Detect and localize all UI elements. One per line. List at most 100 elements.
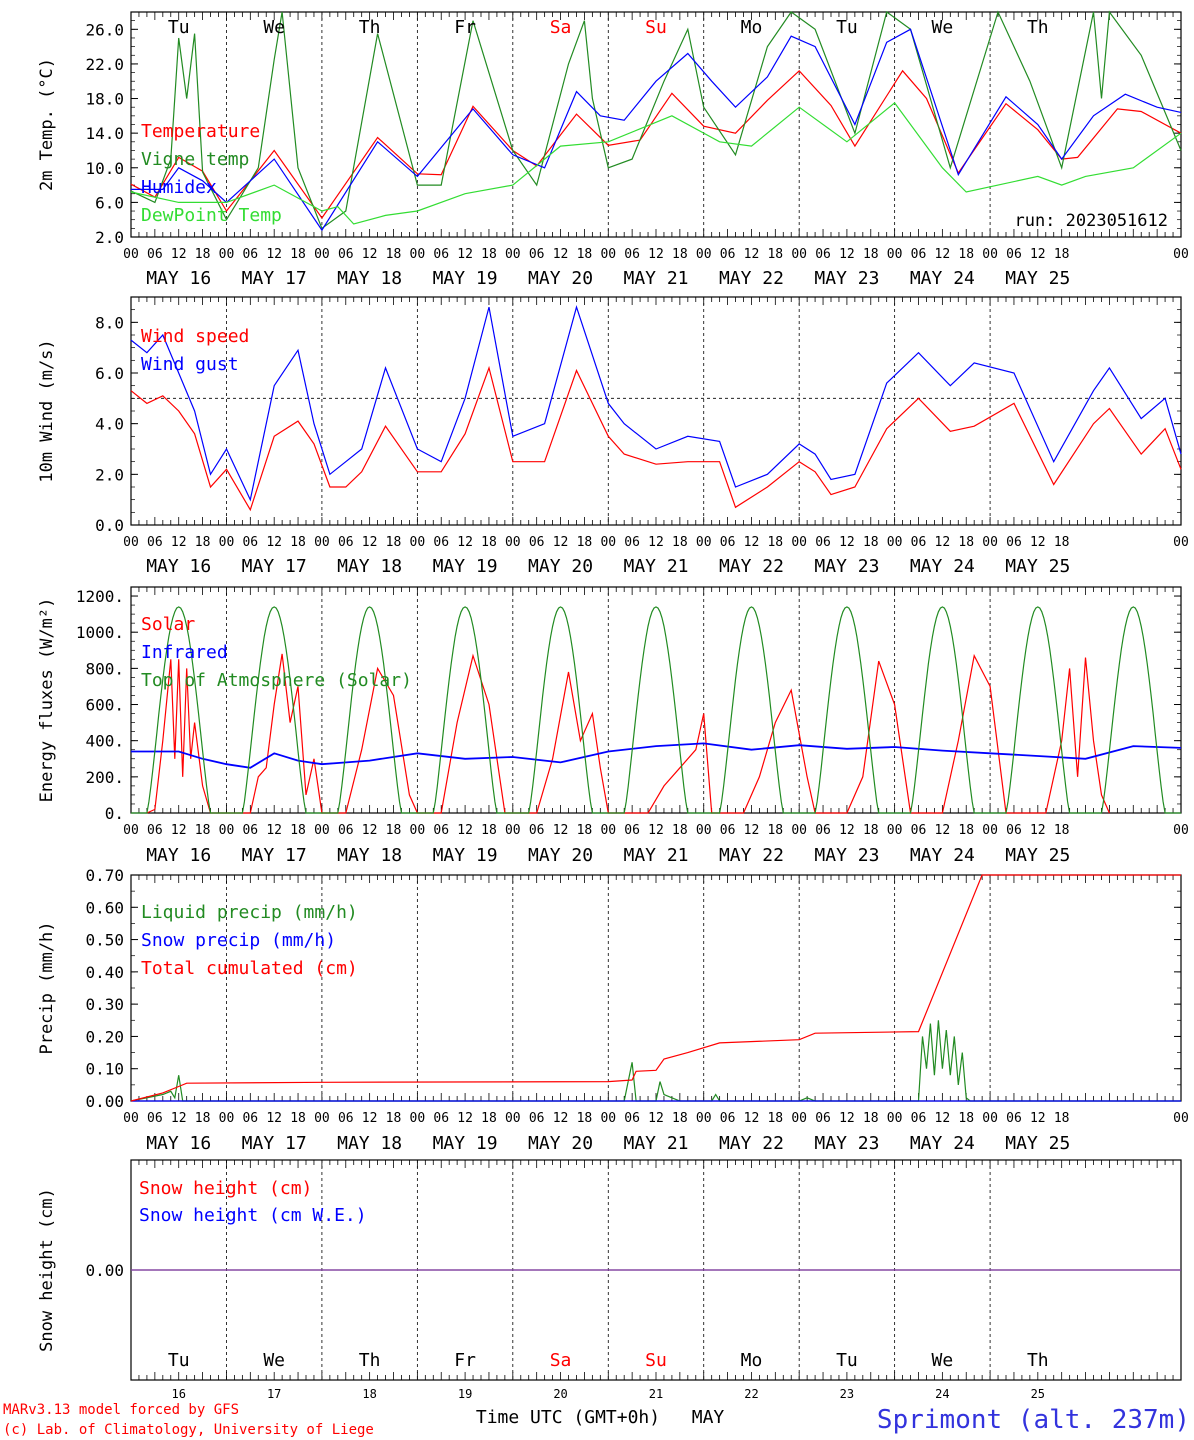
x-tick-label: 00 [696, 823, 712, 838]
x-tick-label: 00 [410, 247, 426, 262]
x-tick-label: 12 [839, 823, 855, 838]
x-tick-label: 06 [911, 535, 927, 550]
x-tick-label: 18 [481, 535, 497, 550]
date-label: MAY 23 [814, 556, 879, 577]
x-tick-label: 00 [314, 247, 330, 262]
date-label: MAY 18 [337, 845, 402, 866]
x-tick-label: 00 [600, 823, 616, 838]
legend-entry: Wind speed [141, 326, 249, 347]
x-tick-label: 00 [505, 823, 521, 838]
x-tick-label: 18 [577, 823, 593, 838]
x-tick-label: 06 [433, 535, 449, 550]
x-tick-label: 18 [577, 1111, 593, 1126]
date-label: MAY 22 [719, 1133, 784, 1154]
x-tick-label: 12 [553, 823, 569, 838]
x-tick-label: 12 [266, 823, 282, 838]
x-tick-label: 00 [1173, 1111, 1189, 1126]
x-tick-label: 18 [290, 247, 306, 262]
panel-2: 10m Wind (m/s) 0.0 2.0 4.0 6.0 8.0 Wind speed W… [37, 296, 1189, 577]
x-tick-label: 06 [433, 247, 449, 262]
x-tick-label: 12 [744, 535, 760, 550]
x-tick-label: 12 [839, 535, 855, 550]
legend-entry: Total cumulated (cm) [141, 958, 358, 979]
y-tick-label: 14.0 [85, 124, 124, 143]
month-label: MAY [692, 1407, 725, 1428]
x-tick-label: 18 [290, 535, 306, 550]
legend-entry: Infrared [141, 642, 228, 663]
date-label: MAY 21 [623, 845, 688, 866]
x-tick-label: 00 [600, 247, 616, 262]
x-tick-label: 12 [362, 535, 378, 550]
x-tick-label: 06 [815, 1111, 831, 1126]
x-tick-label: 12 [1030, 823, 1046, 838]
day-number: 19 [458, 1387, 472, 1401]
day-name-top: Sa [550, 17, 572, 38]
x-tick-label: 06 [529, 823, 545, 838]
y-tick-label: 0.60 [85, 898, 124, 917]
x-tick-label: 06 [338, 1111, 354, 1126]
y-tick-label: 0.0 [95, 516, 124, 535]
x-tick-label: 00 [410, 823, 426, 838]
x-tick-label: 18 [386, 535, 402, 550]
date-label: MAY 17 [242, 556, 307, 577]
x-tick-label: 00 [123, 535, 139, 550]
x-tick-label: 12 [171, 823, 187, 838]
date-label: MAY 24 [910, 556, 975, 577]
day-name-bottom: Tu [168, 1350, 190, 1371]
x-tick-label: 12 [1030, 247, 1046, 262]
x-tick-label: 18 [386, 823, 402, 838]
y-tick-label: 1200. [76, 587, 124, 606]
x-tick-label: 18 [290, 1111, 306, 1126]
legend-entry: Top of Atmosphere (Solar) [141, 670, 412, 691]
day-number: 20 [553, 1387, 567, 1401]
y-tick-label: 6.0 [95, 364, 124, 383]
y-tick-label: 0.00 [85, 1261, 124, 1280]
series-line-humidex [131, 28, 1182, 232]
x-tick-label: 00 [410, 1111, 426, 1126]
x-tick-label: 00 [219, 823, 235, 838]
x-tick-label: 18 [767, 823, 783, 838]
x-tick-label: 06 [720, 1111, 736, 1126]
x-tick-label: 06 [720, 823, 736, 838]
x-tick-label: 12 [553, 247, 569, 262]
date-label: MAY 21 [623, 556, 688, 577]
x-tick-label: 06 [720, 535, 736, 550]
x-tick-label: 12 [648, 823, 664, 838]
series-line-liquid-precip-mm-h- [130, 1020, 1181, 1102]
day-number: 18 [362, 1387, 376, 1401]
x-tick-label: 18 [195, 247, 211, 262]
x-tick-label: 06 [242, 247, 258, 262]
x-tick-label: 00 [1173, 823, 1189, 838]
date-label: MAY 20 [528, 845, 593, 866]
y-tick-label: 0.10 [85, 1060, 124, 1079]
x-tick-label: 12 [1030, 535, 1046, 550]
x-tick-label: 00 [696, 535, 712, 550]
legend-entry: Snow height (cm W.E.) [139, 1205, 367, 1226]
x-tick-label: 00 [410, 535, 426, 550]
day-name-bottom: Th [1027, 1350, 1049, 1371]
day-name-top: We [263, 17, 285, 38]
panel-1: 2m Temp. (°C) 2.0 6.0 10.0 14.0 18.0 22.0 26.0 T… [37, 10, 1189, 289]
x-tick-label: 18 [481, 823, 497, 838]
x-tick-label: 06 [433, 823, 449, 838]
date-label: MAY 25 [1005, 1133, 1070, 1154]
x-tick-label: 06 [624, 1111, 640, 1126]
x-tick-label: 12 [744, 1111, 760, 1126]
x-tick-label: 18 [863, 1111, 879, 1126]
x-tick-label: 12 [839, 1111, 855, 1126]
x-tick-label: 12 [266, 535, 282, 550]
x-tick-label: 00 [696, 1111, 712, 1126]
day-name-bottom: Fr [454, 1350, 476, 1371]
day-number: 21 [649, 1387, 663, 1401]
y-axis-label: Precip (mm/h) [37, 921, 57, 1054]
y-axis-label: 10m Wind (m/s) [37, 339, 57, 482]
panel-3: Energy fluxes (W/m²) 0. 200. 400. 600. 800. 10… [37, 586, 1189, 866]
series-line-temperature [130, 69, 1182, 220]
x-tick-label: 18 [863, 823, 879, 838]
x-tick-label: 00 [887, 823, 903, 838]
legend-entry: Snow height (cm) [139, 1178, 312, 1199]
series-line-vigne-temp [130, 10, 1182, 230]
date-label: MAY 19 [433, 268, 498, 289]
y-tick-label: 1000. [76, 623, 124, 642]
